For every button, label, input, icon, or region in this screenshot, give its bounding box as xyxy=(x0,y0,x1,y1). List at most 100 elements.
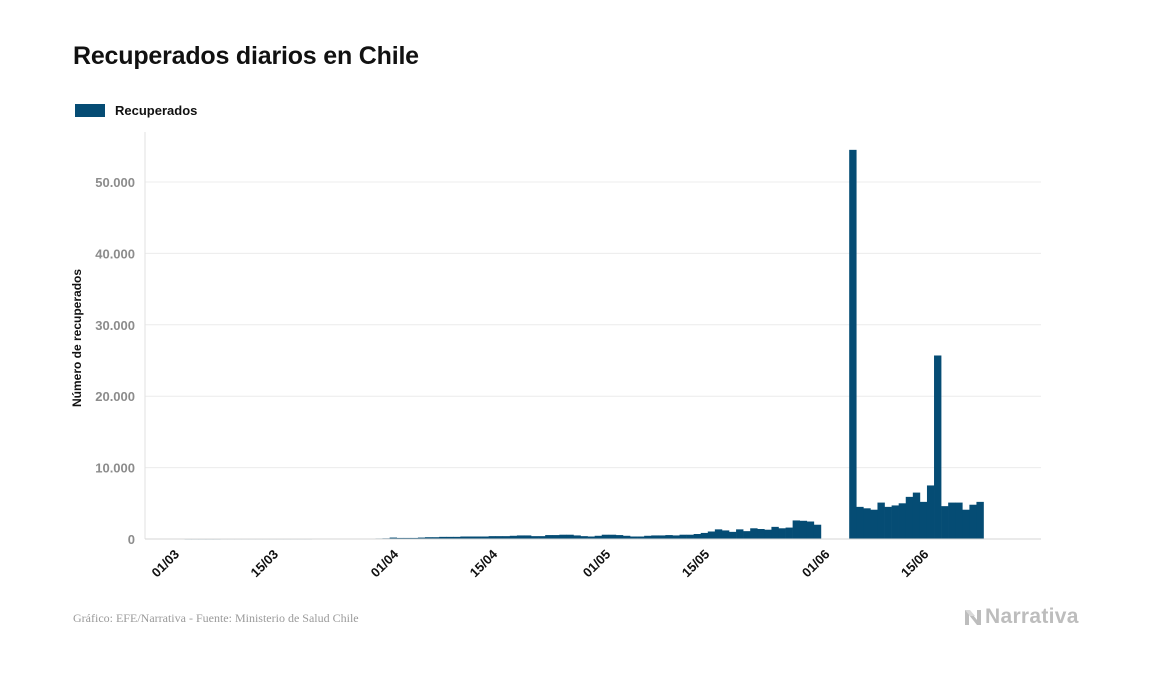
legend-swatch xyxy=(75,104,105,117)
bar xyxy=(509,535,518,539)
bar xyxy=(729,531,737,539)
y-tick-label: 0 xyxy=(128,532,135,547)
x-tick-label: 01/03 xyxy=(149,547,183,581)
bar xyxy=(707,531,716,539)
bar xyxy=(863,508,871,539)
bar xyxy=(523,535,532,539)
x-tick-label: 01/05 xyxy=(580,547,614,581)
bar xyxy=(672,535,680,539)
bar xyxy=(502,536,511,539)
bar xyxy=(410,537,419,539)
x-tick-label: 01/06 xyxy=(799,547,833,581)
bar xyxy=(926,485,935,539)
bar xyxy=(417,537,426,539)
bar xyxy=(813,524,822,539)
bar xyxy=(396,537,405,539)
bar xyxy=(587,536,595,539)
narrativa-logo: Narrativa xyxy=(963,605,1079,629)
bar xyxy=(799,520,808,539)
bar xyxy=(792,520,800,539)
bar xyxy=(651,535,659,539)
y-tick-label: 20.000 xyxy=(95,389,135,404)
bar xyxy=(934,355,942,539)
y-axis-label: Número de recuperados xyxy=(70,269,84,407)
legend: Recuperados xyxy=(75,103,197,118)
bar xyxy=(764,529,772,539)
bar xyxy=(785,527,793,539)
gridlines xyxy=(145,181,1041,469)
bar xyxy=(743,531,751,539)
x-tick-labels: 01/03 15/03 01/04 15/04 01/05 15/05 01/06 15/06 xyxy=(149,546,932,580)
bar xyxy=(615,535,624,539)
bar xyxy=(679,534,687,539)
bar xyxy=(644,535,652,539)
bar xyxy=(912,492,921,539)
bar xyxy=(955,502,963,539)
bar xyxy=(757,529,765,539)
chart-title: Recuperados diarios en Chile xyxy=(73,42,419,70)
bar xyxy=(948,502,956,539)
y-tick-labels: 0 10.000 20.000 30.000 40.000 50.000 xyxy=(95,175,135,547)
bar xyxy=(432,537,440,539)
bar xyxy=(608,534,617,539)
bar xyxy=(686,534,694,539)
bar xyxy=(446,536,454,539)
bar xyxy=(665,535,673,539)
bar xyxy=(403,537,412,539)
bar xyxy=(460,536,468,539)
x-tick-label: 15/03 xyxy=(247,547,281,581)
bar xyxy=(976,501,984,539)
bar xyxy=(495,536,504,539)
bar xyxy=(538,536,546,539)
bar xyxy=(566,534,574,539)
bars xyxy=(184,149,984,540)
bar xyxy=(630,536,638,539)
bar xyxy=(658,535,666,539)
x-tick-label: 15/04 xyxy=(467,546,501,580)
bar xyxy=(580,536,588,539)
bar xyxy=(559,534,567,539)
bar xyxy=(467,536,475,539)
bar xyxy=(905,496,914,539)
bar xyxy=(594,535,603,539)
bar xyxy=(969,504,977,539)
bar xyxy=(806,521,815,539)
y-tick-label: 40.000 xyxy=(95,246,135,261)
bar xyxy=(714,529,723,539)
bar xyxy=(750,528,758,539)
bar xyxy=(424,537,433,539)
x-tick-label: 15/06 xyxy=(898,547,932,581)
bar xyxy=(531,536,539,539)
bar xyxy=(941,506,949,539)
bar xyxy=(488,536,496,539)
bar xyxy=(453,536,461,539)
bar xyxy=(573,535,581,539)
bar xyxy=(552,535,560,539)
bar xyxy=(516,535,525,539)
narrativa-n-icon xyxy=(965,610,981,625)
x-tick-label: 01/04 xyxy=(368,546,402,580)
source-credit: Gráfico: EFE/Narrativa - Fuente: Ministe… xyxy=(73,611,359,625)
bar xyxy=(481,536,489,539)
bar xyxy=(693,534,702,539)
legend-label: Recuperados xyxy=(115,103,198,118)
bar xyxy=(439,536,447,539)
bar xyxy=(736,529,744,539)
bar xyxy=(884,506,892,539)
bar xyxy=(898,503,907,539)
y-tick-label: 10.000 xyxy=(95,461,135,476)
y-tick-label: 30.000 xyxy=(95,318,135,333)
bar xyxy=(622,535,631,539)
bar xyxy=(919,501,928,539)
bar xyxy=(637,536,645,539)
y-tick-label: 50.000 xyxy=(95,175,135,190)
bar xyxy=(962,509,970,539)
bar xyxy=(778,528,786,539)
bar xyxy=(849,149,857,539)
bar xyxy=(601,534,610,539)
bar xyxy=(771,526,779,539)
bar xyxy=(891,505,899,539)
x-tick-label: 15/05 xyxy=(679,547,713,581)
bar xyxy=(856,506,864,539)
